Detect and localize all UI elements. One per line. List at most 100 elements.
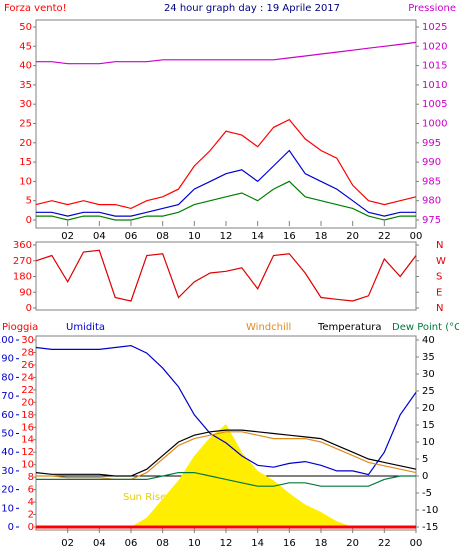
y-tick-label: 20 (19, 138, 32, 149)
y2-tick-label: 30 (422, 369, 435, 380)
x-tick-label: 12 (220, 231, 233, 242)
y-tick-label: 20 (21, 397, 34, 408)
y3-tick-label: 80 (1, 372, 14, 383)
y-tick-label: 0 (26, 215, 32, 226)
y2-tick-label: 20 (422, 403, 435, 414)
x-tick-label: 08 (156, 538, 169, 549)
x-tick-label: 18 (315, 538, 328, 549)
y-tick-label: 35 (19, 80, 32, 91)
y3-tick-label: 60 (1, 410, 14, 421)
series-line (36, 149, 416, 217)
y2-tick-label: -15 (422, 522, 438, 533)
x-tick-label: 20 (346, 231, 359, 242)
x-tick-label: 08 (156, 231, 169, 242)
y-tick-label: 90 (19, 287, 32, 298)
y-tick-label: 360 (13, 240, 32, 251)
y3-tick-label: 90 (1, 354, 14, 365)
y2-tick-label: S (436, 272, 442, 283)
y2-tick-label: 1020 (422, 41, 447, 52)
y3-tick-label: 70 (1, 391, 14, 402)
y3-tick-label: 50 (1, 429, 14, 440)
y2-tick-label: 5 (422, 454, 428, 465)
y2-tick-label: N (436, 303, 443, 314)
y2-tick-label: 1005 (422, 99, 447, 110)
y2-tick-label: 35 (422, 352, 435, 363)
y-tick-label: 16 (21, 422, 34, 433)
x-tick-label: 12 (220, 538, 233, 549)
y-tick-label: 6 (28, 485, 34, 496)
x-tick-label: 02 (61, 538, 74, 549)
series-line (36, 472, 416, 487)
y2-tick-label: 995 (422, 138, 441, 149)
y2-tick-label: -5 (422, 488, 432, 499)
y3-tick-label: 10 (1, 503, 14, 514)
y-tick-label: 0 (26, 303, 32, 314)
y2-tick-label: 990 (422, 157, 441, 168)
y2-tick-label: W (436, 256, 446, 267)
x-tick-label: 00 (410, 538, 423, 549)
y-tick-label: 18 (21, 410, 34, 421)
y2-tick-label: N (436, 240, 443, 251)
legend-entry: Temperatura (317, 322, 382, 333)
y3-tick-label: 0 (8, 522, 14, 533)
y-tick-label: 45 (19, 41, 32, 52)
y3-tick-label: 30 (1, 466, 14, 477)
x-tick-label: 04 (93, 231, 106, 242)
x-tick-label: 10 (188, 231, 201, 242)
legend-entry: Pioggia (2, 322, 38, 333)
y2-tick-label: 1000 (422, 119, 447, 130)
y-tick-label: 25 (19, 119, 32, 130)
x-tick-label: 18 (315, 231, 328, 242)
x-tick-label: 10 (188, 538, 201, 549)
y-tick-label: 24 (21, 372, 34, 383)
y-tick-label: 270 (13, 256, 32, 267)
y2-tick-label: 25 (422, 386, 435, 397)
y3-tick-label: 20 (1, 485, 14, 496)
y2-tick-label: 1010 (422, 80, 447, 91)
y-tick-label: 2 (28, 510, 34, 521)
legend-entry: Windchill (246, 322, 291, 333)
series-line (36, 431, 417, 480)
y2-axis-title: Pressione (408, 3, 456, 14)
x-tick-label: 20 (346, 538, 359, 549)
x-tick-label: 00 (410, 231, 423, 242)
legend-entry: Umidita (66, 322, 105, 333)
y2-tick-label: 980 (422, 196, 441, 207)
y-tick-label: 30 (21, 335, 34, 346)
legend-entry: Dew Point (°C (392, 322, 459, 333)
series-line (35, 344, 417, 476)
x-tick-label: 16 (283, 231, 296, 242)
y-tick-label: 50 (19, 22, 32, 33)
y-tick-label: 180 (13, 272, 32, 283)
y3-tick-label: 40 (1, 447, 14, 458)
y-tick-label: 15 (19, 157, 32, 168)
y-tick-label: 4 (28, 497, 34, 508)
y2-tick-label: 1015 (422, 61, 447, 72)
x-tick-label: 22 (378, 538, 391, 549)
y2-tick-label: 0 (422, 471, 428, 482)
y-tick-label: 22 (21, 385, 34, 396)
x-tick-label: 04 (93, 538, 106, 549)
y-axis-title: Forza vento! (4, 3, 67, 14)
y-tick-label: 40 (19, 61, 32, 72)
x-tick-label: 14 (251, 231, 264, 242)
y-tick-label: 28 (21, 347, 34, 358)
y2-tick-label: 1025 (422, 22, 447, 33)
y2-tick-label: 40 (422, 335, 435, 346)
y-tick-label: 0 (28, 522, 34, 533)
y2-tick-label: 10 (422, 437, 435, 448)
series-line (36, 180, 416, 221)
x-tick-label: 06 (125, 538, 138, 549)
y-tick-label: 10 (21, 460, 34, 471)
y3-tick-label: 100 (0, 335, 14, 346)
y-tick-label: 8 (28, 472, 34, 483)
x-tick-label: 02 (61, 231, 74, 242)
y-tick-label: 26 (21, 360, 34, 371)
y-tick-label: 5 (26, 196, 32, 207)
y2-tick-label: E (436, 287, 442, 298)
x-tick-label: 16 (283, 538, 296, 549)
series-line (35, 249, 417, 302)
series-line (35, 118, 417, 210)
y-tick-label: 14 (21, 435, 34, 446)
